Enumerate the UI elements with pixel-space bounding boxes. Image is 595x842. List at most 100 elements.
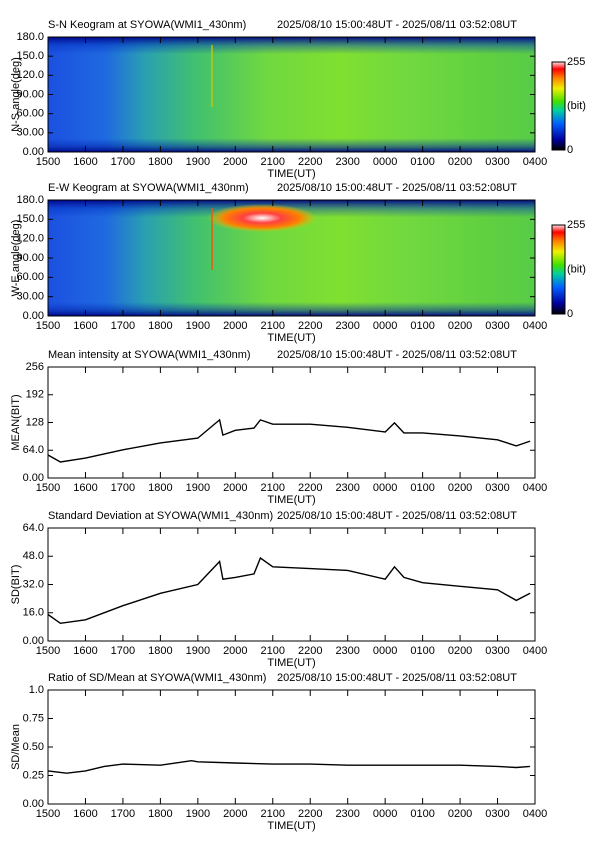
x-tick-label: 2200 bbox=[298, 156, 322, 168]
colorbar-label: (bit) bbox=[567, 100, 586, 112]
y-tick-label: 180.0 bbox=[16, 194, 44, 206]
x-tick-label: 1900 bbox=[186, 156, 210, 168]
y-tick-label: 30.00 bbox=[16, 291, 44, 303]
x-axis-label: TIME(UT) bbox=[267, 494, 315, 506]
x-tick-label: 0200 bbox=[448, 482, 472, 494]
x-tick-label: 0000 bbox=[373, 156, 397, 168]
y-tick-label: 256 bbox=[26, 361, 44, 373]
x-tick-label: 1600 bbox=[73, 320, 97, 332]
x-tick-label: 2200 bbox=[298, 645, 322, 657]
plot-frame bbox=[47, 366, 536, 479]
x-tick-label: 1700 bbox=[111, 156, 135, 168]
x-tick-label: 0400 bbox=[523, 808, 547, 820]
x-tick-label: 1800 bbox=[148, 482, 172, 494]
x-tick-label: 0400 bbox=[523, 645, 547, 657]
x-tick-label: 0400 bbox=[523, 156, 547, 168]
y-tick-label: 120.0 bbox=[16, 233, 44, 245]
x-axis-label: TIME(UT) bbox=[267, 168, 315, 180]
x-tick-label: 2300 bbox=[335, 156, 359, 168]
y-tick-label: 0.25 bbox=[23, 769, 44, 781]
x-tick-label: 1500 bbox=[36, 156, 60, 168]
chart-subtitle: 2025/08/10 15:00:48UT - 2025/08/11 03:52… bbox=[277, 672, 517, 684]
colorbar-tick-label: 0 bbox=[567, 144, 573, 156]
aurora-patch bbox=[207, 204, 317, 232]
y-tick-label: 0.00 bbox=[23, 310, 44, 322]
x-tick-label: 1800 bbox=[148, 156, 172, 168]
x-tick-label: 0300 bbox=[485, 645, 509, 657]
y-tick-label: 150.0 bbox=[16, 50, 44, 62]
x-tick-label: 2200 bbox=[298, 320, 322, 332]
x-tick-label: 2000 bbox=[223, 320, 247, 332]
data-line bbox=[47, 418, 531, 463]
y-tick-label: 60.00 bbox=[16, 271, 44, 283]
x-tick-label: 0000 bbox=[373, 482, 397, 494]
x-tick-label: 1600 bbox=[73, 808, 97, 820]
x-tick-label: 1800 bbox=[148, 645, 172, 657]
x-tick-label: 0100 bbox=[410, 156, 434, 168]
y-tick-label: 30.00 bbox=[16, 127, 44, 139]
x-tick-label: 0200 bbox=[448, 320, 472, 332]
x-tick-label: 1800 bbox=[148, 808, 172, 820]
x-tick-label: 0300 bbox=[485, 808, 509, 820]
x-tick-label: 1700 bbox=[111, 482, 135, 494]
x-tick-label: 2300 bbox=[335, 320, 359, 332]
y-tick-label: 0.00 bbox=[23, 635, 44, 647]
colorbar-tick-label: 255 bbox=[567, 219, 585, 231]
y-tick-label: 64.0 bbox=[23, 444, 44, 456]
y-tick-label: 48.0 bbox=[23, 550, 44, 562]
y-tick-label: 0.00 bbox=[23, 472, 44, 484]
x-tick-label: 0200 bbox=[448, 645, 472, 657]
x-tick-label: 2300 bbox=[335, 645, 359, 657]
x-tick-label: 2300 bbox=[335, 808, 359, 820]
x-tick-label: 1800 bbox=[148, 320, 172, 332]
y-tick-label: 0.00 bbox=[23, 146, 44, 158]
x-tick-label: 1500 bbox=[36, 482, 60, 494]
colorbar-tick-label: 255 bbox=[567, 56, 585, 68]
chart-subtitle: 2025/08/10 15:00:48UT - 2025/08/11 03:52… bbox=[277, 349, 517, 361]
x-tick-label: 0100 bbox=[410, 808, 434, 820]
x-tick-label: 0400 bbox=[523, 320, 547, 332]
x-tick-label: 1600 bbox=[73, 156, 97, 168]
x-tick-label: 1600 bbox=[73, 645, 97, 657]
x-tick-label: 2000 bbox=[223, 808, 247, 820]
plot-frame bbox=[47, 689, 536, 805]
x-tick-label: 0200 bbox=[448, 156, 472, 168]
x-tick-label: 2000 bbox=[223, 482, 247, 494]
plot-frame bbox=[47, 527, 536, 642]
y-axis-label: MEAN(BIT) bbox=[10, 394, 22, 450]
x-tick-label: 1500 bbox=[36, 320, 60, 332]
y-tick-label: 90.00 bbox=[16, 252, 44, 264]
x-tick-label: 2100 bbox=[261, 320, 285, 332]
x-tick-label: 2100 bbox=[261, 482, 285, 494]
y-tick-label: 0.00 bbox=[23, 798, 44, 810]
x-axis-label: TIME(UT) bbox=[267, 332, 315, 344]
plot-frame bbox=[47, 36, 536, 153]
x-tick-label: 0100 bbox=[410, 645, 434, 657]
x-tick-label: 2100 bbox=[261, 156, 285, 168]
y-axis-label: W-E angle(deg) bbox=[10, 220, 22, 297]
x-tick-label: 2000 bbox=[223, 645, 247, 657]
y-axis-label: N-S angle(deg) bbox=[10, 57, 22, 132]
y-tick-label: 16.0 bbox=[23, 607, 44, 619]
chart-subtitle: 2025/08/10 15:00:48UT - 2025/08/11 03:52… bbox=[277, 182, 517, 194]
plot-frame bbox=[47, 199, 536, 317]
y-tick-label: 0.50 bbox=[23, 741, 44, 753]
x-tick-label: 0400 bbox=[523, 482, 547, 494]
y-tick-label: 1.0 bbox=[29, 684, 44, 696]
x-tick-label: 2300 bbox=[335, 482, 359, 494]
x-tick-label: 0300 bbox=[485, 156, 509, 168]
y-tick-label: 180.0 bbox=[16, 31, 44, 43]
y-tick-label: 0.75 bbox=[23, 712, 44, 724]
y-tick-label: 192 bbox=[26, 389, 44, 401]
x-tick-label: 1500 bbox=[36, 645, 60, 657]
data-line bbox=[47, 759, 531, 774]
x-tick-label: 0100 bbox=[410, 482, 434, 494]
x-axis-label: TIME(UT) bbox=[267, 820, 315, 832]
x-tick-label: 0000 bbox=[373, 645, 397, 657]
colorbar bbox=[551, 224, 566, 315]
x-tick-label: 1900 bbox=[186, 482, 210, 494]
x-tick-label: 1600 bbox=[73, 482, 97, 494]
y-tick-label: 90.00 bbox=[16, 88, 44, 100]
data-line bbox=[47, 556, 531, 625]
